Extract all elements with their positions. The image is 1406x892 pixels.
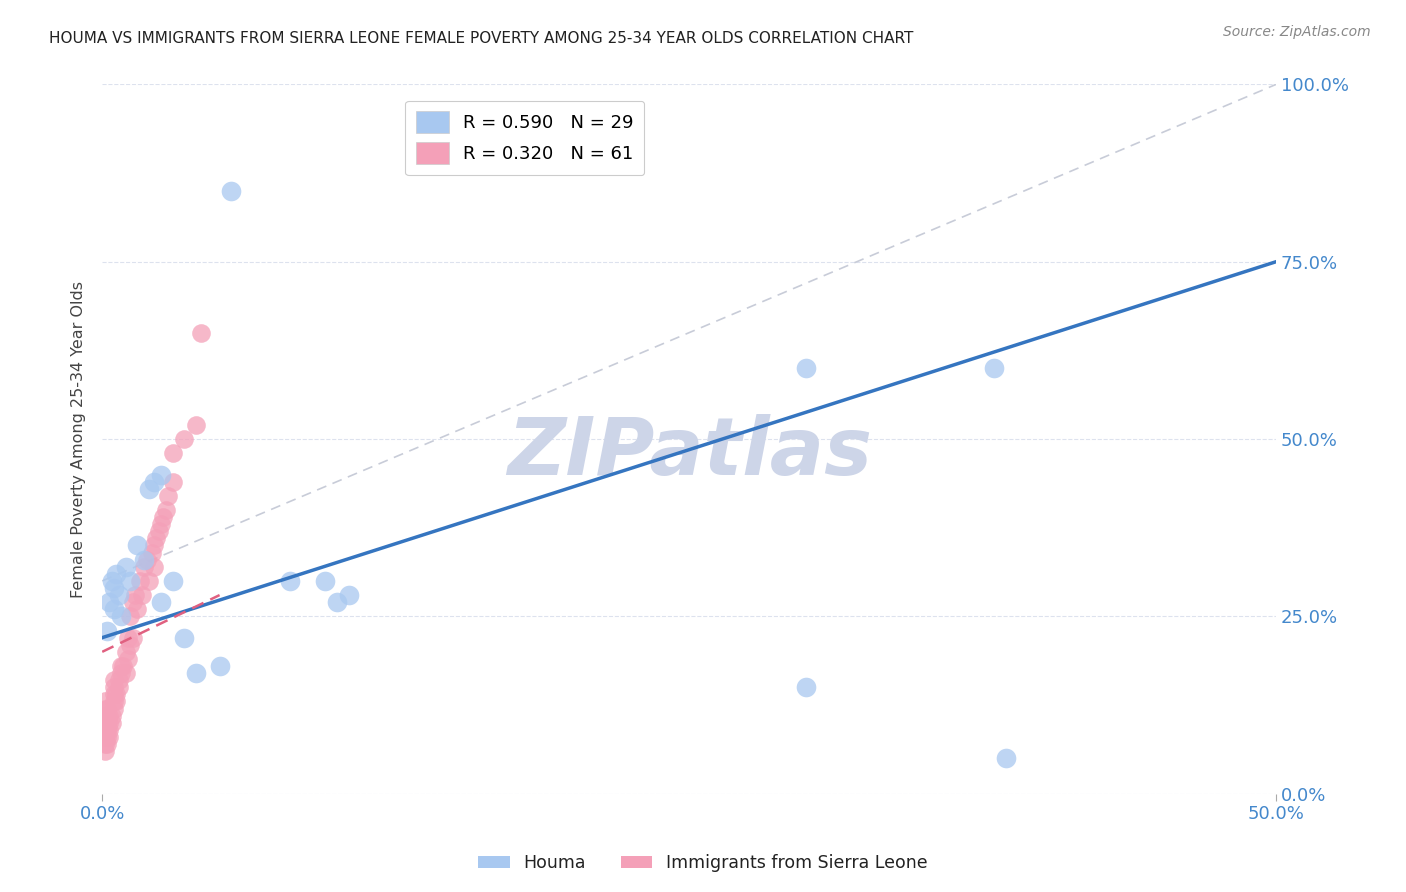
Point (120, 574, 142, 588)
Point (103, 581, 125, 595)
Point (100, 708, 122, 723)
Point (208, 659, 231, 673)
Point (98, 595, 121, 609)
Point (134, 559, 156, 574)
Point (149, 467, 172, 482)
Point (278, 574, 301, 588)
Point (117, 631, 139, 645)
Point (141, 545, 163, 559)
Point (135, 552, 157, 566)
Point (105, 566, 128, 581)
Point (96, 701, 118, 715)
Point (221, 184, 243, 198)
Point (93, 737, 115, 751)
Point (190, 326, 212, 340)
Point (142, 475, 165, 489)
Point (173, 631, 195, 645)
Text: ZIPatlas: ZIPatlas (506, 414, 872, 492)
Point (96, 730, 118, 744)
Point (124, 588, 146, 602)
Legend: R = 0.590   N = 29, R = 0.320   N = 61: R = 0.590 N = 29, R = 0.320 N = 61 (405, 101, 644, 176)
Point (96, 737, 118, 751)
Point (120, 638, 142, 652)
Point (142, 538, 165, 552)
Point (326, 595, 349, 609)
Point (107, 673, 129, 688)
Point (337, 588, 360, 602)
Point (98, 708, 121, 723)
Y-axis label: Female Poverty Among 25-34 Year Olds: Female Poverty Among 25-34 Year Olds (72, 281, 86, 598)
Point (93, 723, 115, 737)
Point (148, 524, 170, 539)
Point (138, 482, 160, 496)
Point (128, 574, 150, 588)
Point (184, 666, 207, 681)
Point (314, 574, 336, 588)
Point (100, 574, 122, 588)
Point (93, 701, 115, 715)
Point (98, 715, 121, 730)
Point (96, 708, 118, 723)
Point (93, 744, 115, 758)
Point (983, 361, 1005, 376)
Point (105, 694, 128, 708)
Point (114, 666, 136, 681)
Point (114, 559, 136, 574)
Point (162, 475, 184, 489)
Point (152, 510, 174, 524)
Point (145, 532, 167, 546)
Point (110, 666, 132, 681)
Point (107, 681, 129, 695)
Text: HOUMA VS IMMIGRANTS FROM SIERRA LEONE FEMALE POVERTY AMONG 25-34 YEAR OLDS CORRE: HOUMA VS IMMIGRANTS FROM SIERRA LEONE FE… (49, 31, 914, 46)
Point (103, 694, 125, 708)
Point (98, 723, 121, 737)
Point (120, 609, 142, 624)
Point (142, 559, 165, 574)
Point (107, 588, 129, 602)
Point (995, 751, 1018, 765)
Point (134, 552, 156, 566)
Point (162, 574, 184, 588)
Point (93, 730, 115, 744)
Point (131, 588, 153, 602)
Point (110, 659, 132, 673)
Point (117, 652, 139, 666)
Point (184, 417, 207, 432)
Point (103, 701, 125, 715)
Legend: Houma, Immigrants from Sierra Leone: Houma, Immigrants from Sierra Leone (471, 847, 935, 879)
Point (103, 673, 125, 688)
Point (96, 723, 118, 737)
Point (105, 687, 128, 701)
Point (138, 574, 160, 588)
Point (162, 446, 184, 460)
Point (112, 659, 135, 673)
Point (121, 595, 143, 609)
Point (96, 715, 118, 730)
Point (110, 609, 132, 624)
Point (93, 694, 115, 708)
Point (156, 489, 179, 503)
Point (100, 715, 122, 730)
Point (103, 602, 125, 616)
Point (127, 602, 149, 616)
Point (155, 503, 177, 517)
Point (96, 624, 118, 638)
Point (93, 715, 115, 730)
Text: Source: ZipAtlas.com: Source: ZipAtlas.com (1223, 25, 1371, 39)
Point (149, 595, 172, 609)
Point (796, 681, 818, 695)
Point (93, 708, 115, 723)
Point (127, 538, 149, 552)
Point (103, 687, 125, 701)
Point (98, 730, 121, 744)
Point (114, 645, 136, 659)
Point (149, 517, 172, 532)
Point (103, 681, 125, 695)
Point (121, 631, 143, 645)
Point (173, 432, 195, 446)
Point (796, 361, 818, 376)
